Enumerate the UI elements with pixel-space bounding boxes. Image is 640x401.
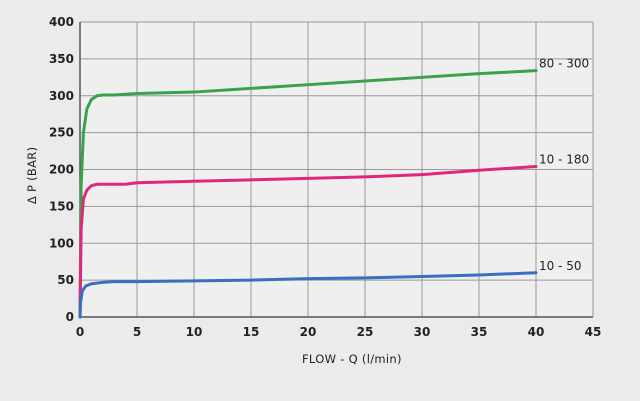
- series-line: [78, 271, 538, 319]
- y-tick-label: 0: [66, 310, 74, 324]
- x-tick-label: 0: [76, 325, 84, 339]
- x-tick-label: 5: [133, 325, 141, 339]
- x-tick-label: 15: [243, 325, 260, 339]
- series-label: 10 - 50: [539, 259, 582, 273]
- y-tick-label: 50: [57, 273, 74, 287]
- x-tick-label: 25: [357, 325, 374, 339]
- y-tick-label: 400: [49, 15, 74, 29]
- y-tick-label: 100: [49, 236, 74, 250]
- y-tick-label: 200: [49, 163, 74, 177]
- x-tick-label: 20: [300, 325, 317, 339]
- y-tick-labels: 0 50 100 150 200 250 300 350 400: [49, 15, 74, 324]
- x-tick-labels: 0 5 10 15 20 25 30 35 40 45: [76, 325, 602, 339]
- y-tick-label: 150: [49, 199, 74, 213]
- y-axis-title: Δ P (BAR): [25, 147, 39, 205]
- series-label: 80 - 300: [539, 57, 589, 71]
- x-tick-label: 40: [528, 325, 545, 339]
- series-line: [78, 69, 538, 319]
- x-tick-label: 10: [186, 325, 203, 339]
- series-label: 10 - 180: [539, 153, 589, 167]
- y-tick-label: 350: [49, 52, 74, 66]
- series-line: [78, 165, 538, 319]
- series-labels: 80 - 300 10 - 180 10 - 50: [539, 57, 589, 273]
- x-tick-label: 45: [585, 325, 602, 339]
- x-tick-label: 35: [471, 325, 488, 339]
- series-lines: [78, 69, 538, 319]
- x-axis-title: FLOW - Q (l/min): [302, 352, 402, 366]
- y-tick-label: 250: [49, 126, 74, 140]
- x-tick-label: 30: [414, 325, 431, 339]
- y-tick-label: 300: [49, 89, 74, 103]
